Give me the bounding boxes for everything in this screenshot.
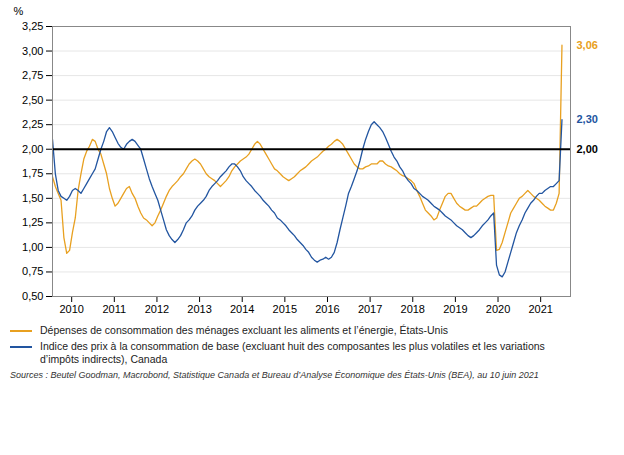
svg-text:%: % — [14, 5, 24, 17]
html-text:Dépenses de consommation des m: Dépenses de consommation des ménages exc… — [40, 324, 448, 336]
svg-text:2,00: 2,00 — [22, 143, 43, 155]
svg-text:2011: 2011 — [102, 303, 126, 315]
svg-text:2,50: 2,50 — [22, 94, 43, 106]
svg-text:3,25: 3,25 — [22, 20, 43, 32]
svg-text:1,25: 1,25 — [22, 216, 43, 228]
svg-text:3,06: 3,06 — [577, 39, 598, 51]
svg-text:2018: 2018 — [401, 303, 425, 315]
svg-text:2021: 2021 — [528, 303, 552, 315]
svg-text:2,30: 2,30 — [577, 113, 598, 125]
svg-text:1,00: 1,00 — [22, 241, 43, 253]
svg-text:2013: 2013 — [187, 303, 211, 315]
svg-text:2010: 2010 — [59, 303, 83, 315]
svg-text:0,75: 0,75 — [22, 265, 43, 277]
html-text:Indice des prix à la consommat: Indice des prix à la consommation de bas… — [40, 340, 545, 366]
svg-text:2020: 2020 — [486, 303, 510, 315]
svg-text:2,25: 2,25 — [22, 118, 43, 130]
svg-text:2016: 2016 — [315, 303, 339, 315]
html-text:Sources : Beutel Goodman, Macr: Sources : Beutel Goodman, Macrobond, Sta… — [10, 370, 539, 381]
svg-text:2019: 2019 — [443, 303, 467, 315]
svg-text:1,50: 1,50 — [22, 192, 43, 204]
svg-text:2014: 2014 — [230, 303, 254, 315]
svg-text:2015: 2015 — [273, 303, 297, 315]
svg-text:2,00: 2,00 — [577, 143, 598, 155]
svg-text:1,75: 1,75 — [22, 167, 43, 179]
svg-text:0,50: 0,50 — [22, 290, 43, 302]
svg-text:2,75: 2,75 — [22, 69, 43, 81]
svg-text:2012: 2012 — [145, 303, 169, 315]
svg-text:2017: 2017 — [358, 303, 382, 315]
svg-text:3,00: 3,00 — [22, 45, 43, 57]
